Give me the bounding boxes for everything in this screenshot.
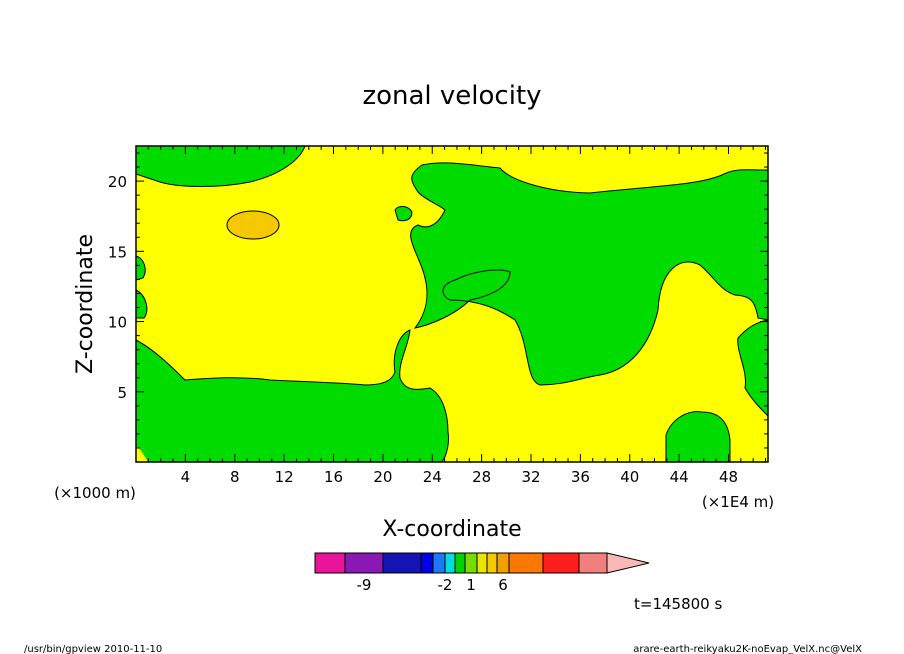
colorbar-swatch: [496, 552, 510, 574]
colorbar-swatch: [382, 552, 422, 574]
x-tick-label: 32: [521, 468, 540, 486]
colorbar-swatch: [420, 552, 434, 574]
x-tick-label: 40: [620, 468, 639, 486]
green-region-bottom-right: [666, 411, 730, 462]
x-unit-label: (×1E4 m): [702, 493, 774, 511]
colorbar-label: 1: [466, 576, 476, 594]
x-tick-label: 16: [324, 468, 343, 486]
colorbar-swatch: [344, 552, 384, 574]
colorbar-arrow: [606, 552, 650, 574]
green-region-top-left: [136, 146, 305, 187]
colorbar-swatch: [432, 552, 446, 574]
y-tick-label: 10: [108, 314, 127, 332]
y-axis-label: Z-coordinate: [73, 234, 98, 374]
footer-left: /usr/bin/gpview 2010-11-10: [24, 644, 162, 654]
x-tick-label: 28: [472, 468, 491, 486]
colorbar: -9 -2 1 6: [314, 552, 650, 594]
colorbar-swatch: [444, 552, 456, 574]
contour-lines: [135, 145, 769, 463]
colorbar-swatch: [486, 552, 498, 574]
chart-title: zonal velocity: [362, 81, 541, 111]
orange-region: [227, 211, 279, 239]
y-tick-label: 5: [117, 384, 127, 402]
x-axis-label: X-coordinate: [382, 517, 521, 542]
x-tick-label: 48: [719, 468, 738, 486]
x-tick-label: 36: [571, 468, 590, 486]
green-region-bottom-left: [136, 330, 449, 462]
z-unit-label: (×1000 m): [54, 484, 136, 502]
time-label: t=145800 s: [634, 595, 722, 613]
yellow-inlet: [136, 446, 148, 462]
colorbar-swatch: [476, 552, 488, 574]
colorbar-label: -9: [357, 576, 372, 594]
green-region-left-edge: [136, 256, 147, 318]
x-tick-label: 24: [423, 468, 442, 486]
y-tick-label: 15: [108, 243, 127, 261]
x-tick-label: 12: [275, 468, 294, 486]
footer-right: arare-earth-reikyaku2K-noEvap_VelX.nc@Ve…: [633, 644, 862, 654]
colorbar-swatch: [454, 552, 466, 574]
colorbar-label: 6: [498, 576, 508, 594]
colorbar-swatch: [464, 552, 478, 574]
x-tick-label: 8: [230, 468, 240, 486]
colorbar-swatch: [508, 552, 544, 574]
colorbar-swatch: [578, 552, 608, 574]
y-axis: 5 10 15 20: [108, 152, 768, 449]
x-axis: 4 8 12 16 20 24 28 32 36 40 44 48: [147, 146, 767, 486]
plot-frame: [135, 145, 769, 463]
green-region-top-right: [408, 146, 768, 385]
green-blob: [395, 206, 412, 221]
x-tick-label: 44: [670, 468, 689, 486]
colorbar-swatch: [542, 552, 580, 574]
colorbar-label: -2: [438, 576, 453, 594]
x-tick-label: 4: [181, 468, 191, 486]
colorbar-swatch: [314, 552, 346, 574]
x-tick-label: 20: [373, 468, 392, 486]
y-tick-label: 20: [108, 173, 127, 191]
